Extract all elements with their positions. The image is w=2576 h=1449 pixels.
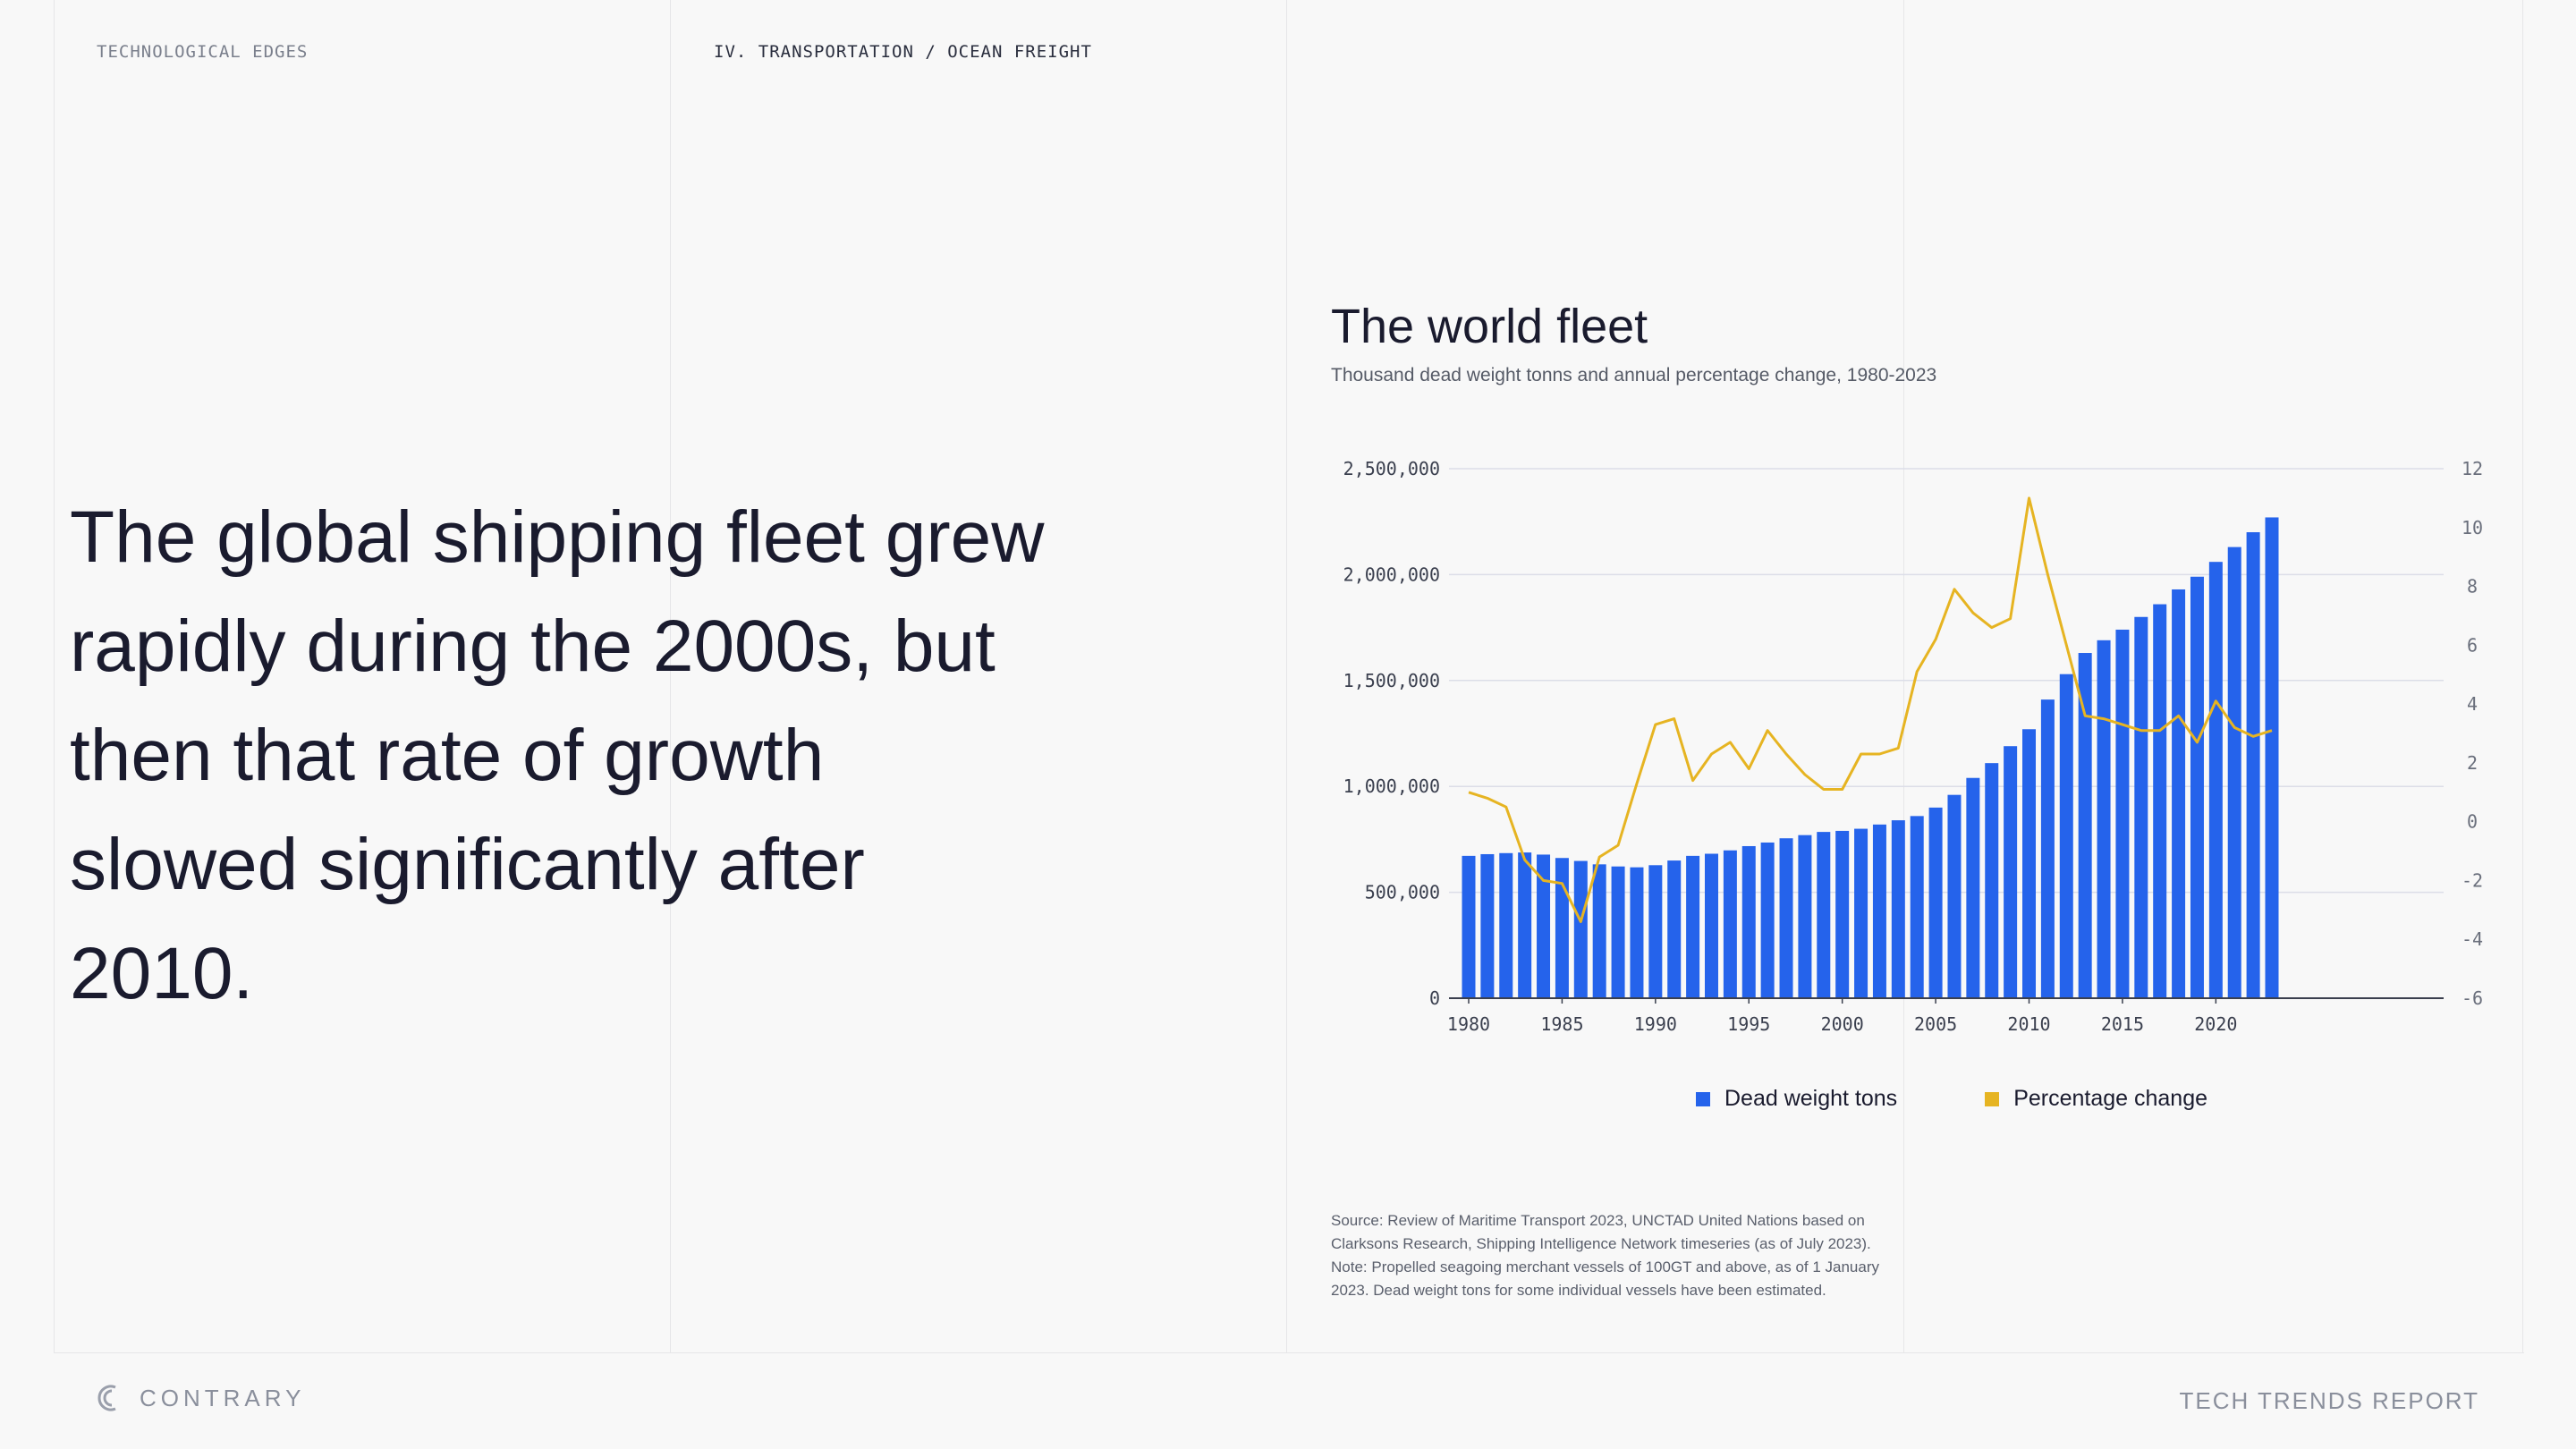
bar	[1555, 858, 1569, 998]
y-left-tick-label: 2,500,000	[1343, 458, 1440, 479]
column-divider	[2522, 0, 2523, 1352]
percentage-change-line	[1468, 496, 2273, 923]
x-tick-label: 2005	[1914, 1013, 1957, 1035]
x-tick-label: 1995	[1727, 1013, 1770, 1035]
bar	[1928, 807, 1943, 998]
x-tick-label: 1980	[1447, 1013, 1490, 1035]
y-right-tick-label: -2	[2462, 869, 2483, 891]
y-right-tick-label: -4	[2462, 928, 2483, 950]
bar	[1854, 828, 1868, 998]
bar	[1985, 763, 1999, 998]
y-right-tick-label: 8	[2467, 576, 2478, 597]
bar	[1872, 824, 1886, 998]
y-right-tick-label: 10	[2462, 517, 2483, 538]
brand-logo[interactable]: CONTRARY	[93, 1381, 305, 1415]
bar	[2040, 699, 2055, 998]
x-tick-label: 1985	[1540, 1013, 1583, 1035]
bar	[2004, 746, 2018, 998]
bar	[1817, 832, 1831, 998]
y-left-tick-label: 500,000	[1365, 882, 1440, 903]
bar	[2265, 517, 2279, 998]
bar	[2190, 576, 2204, 998]
column-divider	[1903, 0, 1904, 1352]
y-right-tick-label: 4	[2467, 693, 2478, 715]
x-tick-label: 2000	[1821, 1013, 1864, 1035]
x-tick-label: 2015	[2101, 1013, 2144, 1035]
chart-subtitle: Thousand dead weight tonns and annual pe…	[1331, 365, 1937, 386]
bar	[2078, 653, 2092, 998]
bar	[1462, 855, 1476, 998]
bar	[1835, 830, 1850, 998]
bar	[1779, 838, 1793, 998]
line-series	[1468, 496, 2273, 923]
bar-swatch-icon	[1696, 1091, 1710, 1106]
y-right-tick-label: 2	[2467, 752, 2478, 774]
x-tick-label: 1990	[1634, 1013, 1677, 1035]
y-right-tick-label: -6	[2462, 987, 2483, 1009]
legend-item-line: Percentage change	[1985, 1086, 2207, 1112]
bar	[1947, 794, 1962, 998]
column-divider	[670, 0, 671, 1352]
bar	[1760, 842, 1775, 998]
y-left-tick-label: 1,000,000	[1343, 775, 1440, 797]
bar	[1686, 855, 1700, 998]
bar	[2115, 629, 2130, 998]
bar	[2208, 562, 2223, 998]
y-left-tick-label: 1,500,000	[1343, 670, 1440, 691]
y-right-tick-label: 6	[2467, 634, 2478, 656]
bar	[1518, 852, 1532, 998]
chart-title: The world fleet	[1331, 300, 1648, 353]
bar	[1648, 865, 1663, 998]
y-right-tick-label: 12	[2462, 458, 2483, 479]
bar	[1704, 853, 1718, 998]
fleet-chart: 0 500,000 1,000,000 1,500,000 2,000,000 2,500…	[1343, 458, 2483, 1035]
bar	[1630, 867, 1644, 998]
axes: 0 500,000 1,000,000 1,500,000 2,000,000 2,500…	[1343, 458, 2483, 1035]
contrary-logo-icon	[97, 1385, 116, 1411]
bar	[1611, 866, 1625, 998]
bar	[2246, 532, 2260, 998]
column-divider	[1286, 0, 1287, 1352]
y-left-tick-label: 2,000,000	[1343, 564, 1440, 585]
bar	[1798, 835, 1812, 998]
bar	[2059, 674, 2073, 998]
column-divider	[54, 0, 55, 1352]
bar	[1537, 854, 1551, 998]
bar	[1667, 860, 1682, 998]
bar	[2153, 604, 2167, 998]
bar	[1723, 850, 1737, 998]
line-swatch-icon	[1985, 1091, 2000, 1106]
brand-name: CONTRARY	[140, 1384, 306, 1411]
bar	[2227, 547, 2241, 998]
x-tick-label: 2010	[2007, 1013, 2050, 1035]
x-tick-label: 2020	[2194, 1013, 2237, 1035]
y-right-tick-label: 0	[2467, 811, 2478, 833]
legend-label-line: Percentage change	[2013, 1086, 2208, 1111]
bar	[2022, 729, 2037, 998]
bar	[1741, 845, 1756, 998]
bar	[2172, 589, 2186, 998]
legend-label-bars: Dead weight tons	[1724, 1086, 1898, 1111]
bar	[1966, 777, 1980, 998]
bar-series	[1462, 517, 2279, 998]
bar	[1573, 860, 1588, 998]
legend: Dead weight tons Percentage change	[1696, 1086, 2207, 1112]
bar	[2134, 616, 2148, 998]
bar	[1891, 820, 1905, 998]
gridlines	[1449, 468, 2444, 894]
source-note: Source: Review of Maritime Transport 202…	[1331, 1212, 1880, 1299]
breadcrumb: IV. TRANSPORTATION / OCEAN FREIGHT	[714, 42, 1092, 62]
report-name: TECH TRENDS REPORT	[2179, 1387, 2479, 1414]
legend-item-bars: Dead weight tons	[1696, 1086, 1897, 1112]
headline: The global shipping fleet grew rapidly d…	[70, 496, 1045, 1014]
bar	[1480, 853, 1495, 998]
bar	[2097, 640, 2111, 998]
bar	[1592, 864, 1606, 998]
bar	[1910, 816, 1924, 998]
footer-divider	[54, 1352, 2524, 1353]
y-left-tick-label: 0	[1429, 987, 1440, 1009]
section-label: TECHNOLOGICAL EDGES	[97, 42, 309, 62]
bar	[1499, 852, 1513, 998]
